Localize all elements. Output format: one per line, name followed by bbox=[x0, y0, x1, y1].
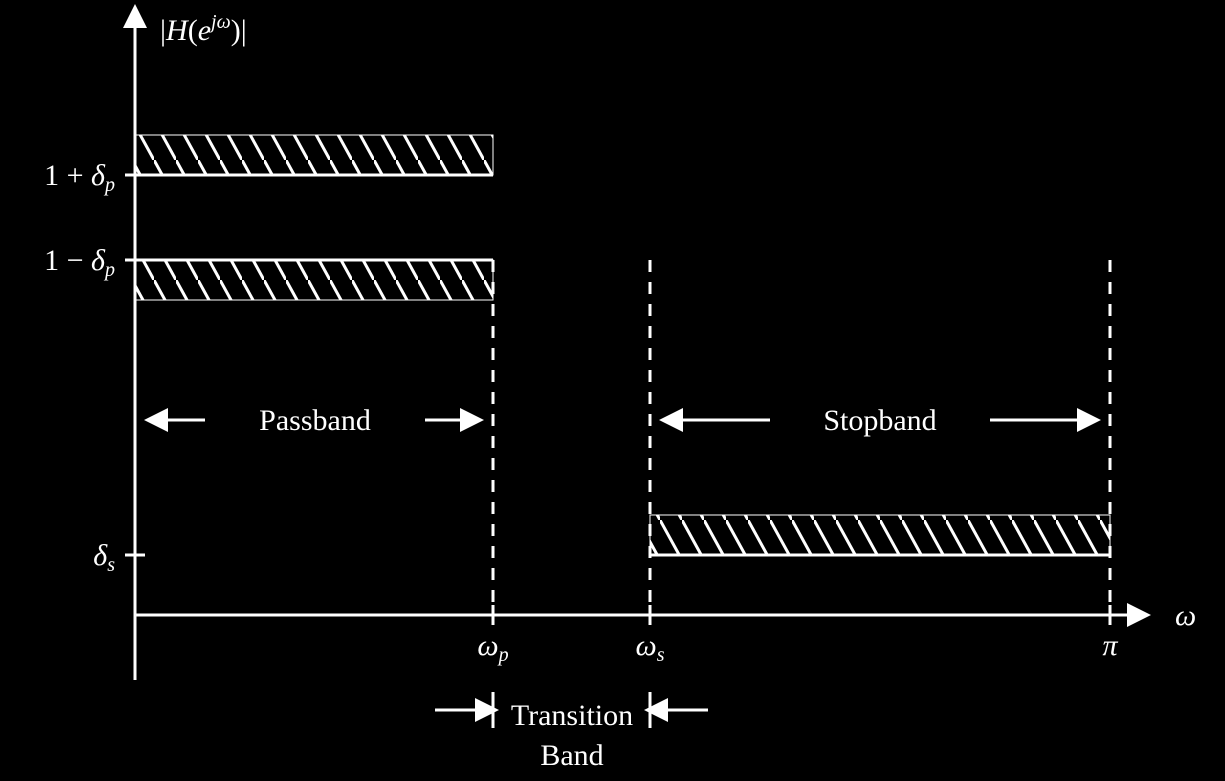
xtick-ws: ωs bbox=[636, 629, 665, 666]
passband-upper-hatch bbox=[135, 135, 493, 175]
xtick-pi: π bbox=[1102, 629, 1118, 662]
x-axis-label: ω bbox=[1175, 599, 1196, 632]
y-axis-label: |H(ejω)| bbox=[160, 11, 247, 47]
stopband-label: Stopband bbox=[823, 404, 936, 437]
filter-spec-diagram: |H(ejω)| ω 1 + δp 1 − δp δs ωp ωs π Passband Stop… bbox=[0, 0, 1225, 781]
transition-label-2: Band bbox=[540, 739, 603, 772]
dashed-lines bbox=[493, 260, 1110, 615]
labels: |H(ejω)| ω 1 + δp 1 − δp δs ωp ωs π Passband Stop… bbox=[44, 11, 1196, 772]
transition-label-1: Transition bbox=[511, 699, 633, 732]
ytick-1minusdp: 1 − δp bbox=[44, 244, 115, 281]
hatch-regions bbox=[135, 135, 1110, 555]
band-arrows bbox=[150, 420, 1095, 728]
xtick-wp: ωp bbox=[477, 629, 508, 666]
stopband-hatch bbox=[650, 515, 1110, 555]
ytick-1plusdp: 1 + δp bbox=[44, 159, 115, 196]
passband-label: Passband bbox=[259, 404, 371, 437]
axes bbox=[135, 10, 1145, 680]
passband-lower-hatch bbox=[135, 260, 493, 300]
ytick-ds: δs bbox=[93, 539, 115, 576]
